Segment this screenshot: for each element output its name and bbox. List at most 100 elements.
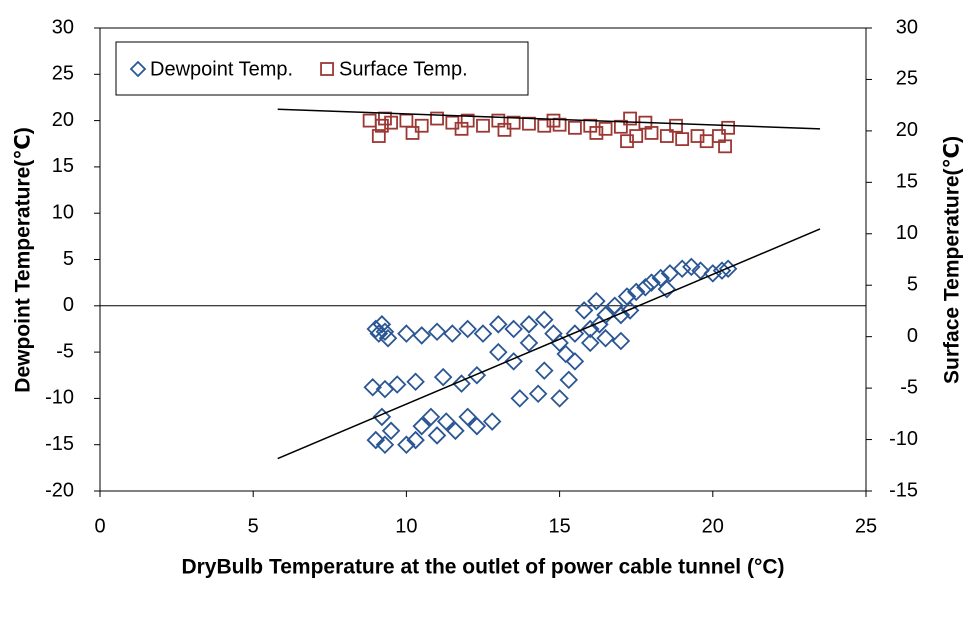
x-tick-label: 25 [855, 515, 877, 537]
point [458, 407, 477, 427]
point [703, 264, 723, 283]
point [369, 324, 389, 343]
x-tick-label: 20 [702, 515, 724, 537]
point [626, 282, 646, 302]
y-tick-label: 15 [52, 155, 74, 177]
point [574, 301, 594, 320]
point [672, 259, 692, 279]
point [598, 121, 613, 136]
point [506, 115, 521, 130]
point [375, 322, 395, 342]
point [430, 111, 444, 126]
point [589, 126, 604, 140]
point [611, 331, 631, 351]
point [427, 322, 447, 342]
legend-marker [320, 62, 334, 76]
legend-box [115, 41, 529, 96]
y2-tick-label: 30 [896, 16, 918, 38]
point [642, 273, 661, 292]
point [675, 132, 690, 147]
point [510, 389, 530, 408]
point [535, 361, 554, 380]
point [476, 118, 490, 133]
x-tick-label: 5 [248, 515, 259, 537]
point [691, 261, 710, 280]
point [568, 120, 582, 135]
y-tick-label: 5 [63, 248, 74, 270]
point [421, 407, 441, 427]
legend: Dewpoint Temp. Surface Temp. [115, 41, 529, 96]
x-axis-label: DryBulb Temperature at the outlet of pow… [181, 556, 784, 579]
point [366, 430, 386, 450]
point [556, 344, 576, 364]
point [443, 324, 462, 343]
y-tick-label: -15 [45, 433, 74, 455]
point [718, 139, 732, 154]
point [412, 326, 431, 345]
point [519, 333, 539, 353]
point [644, 126, 659, 140]
point [454, 121, 469, 136]
point [620, 134, 634, 149]
y-tick-label: 0 [63, 294, 74, 316]
point [550, 389, 569, 408]
point [427, 426, 447, 445]
point [363, 378, 382, 397]
point [372, 407, 392, 427]
point [387, 375, 407, 394]
y2-tick-label: 10 [896, 222, 918, 244]
point [504, 319, 523, 339]
point [473, 324, 493, 343]
trendline [277, 108, 821, 130]
point [721, 120, 736, 135]
y-tick-label: -5 [56, 340, 74, 362]
y2-tick-label: 25 [896, 68, 918, 90]
y2-tick-label: 5 [907, 274, 918, 296]
point [535, 310, 554, 329]
point [528, 384, 548, 404]
trendline [277, 228, 821, 460]
point [682, 257, 701, 277]
x-tick-label: 10 [395, 515, 417, 537]
legend-item: Surface Temp. [320, 58, 468, 80]
point [374, 118, 389, 133]
y-tick-label: -20 [45, 479, 74, 501]
point [397, 324, 416, 343]
point [489, 342, 508, 362]
point [580, 333, 600, 353]
point [519, 315, 539, 334]
point [436, 412, 456, 431]
point [482, 412, 502, 431]
point [669, 118, 683, 133]
point [467, 416, 487, 436]
point [596, 328, 615, 348]
point [372, 315, 392, 334]
point [613, 119, 628, 134]
point [559, 370, 579, 390]
point [636, 278, 655, 297]
point [546, 113, 561, 128]
point [659, 129, 674, 143]
point [497, 122, 512, 137]
legend-label: Surface Temp. [339, 58, 468, 80]
point [587, 291, 606, 311]
y-tick-label: 30 [52, 16, 74, 38]
point [412, 416, 431, 436]
point [504, 352, 523, 371]
y-tick-label: 20 [52, 109, 74, 131]
y2-tick-label: -15 [889, 479, 918, 501]
point [378, 328, 398, 348]
x-tick-label: 15 [548, 515, 570, 537]
point [452, 374, 471, 393]
y-tick-label: 10 [52, 201, 74, 223]
legend-label: Dewpoint Temp. [150, 58, 293, 80]
legend-marker [129, 60, 147, 78]
point [375, 435, 395, 454]
point [414, 118, 429, 133]
point [406, 430, 425, 450]
legend-item: Dewpoint Temp. [129, 58, 293, 80]
y2-axis-label: Surface Temperature(℃) [941, 136, 964, 384]
y2-tick-label: 15 [896, 171, 918, 193]
